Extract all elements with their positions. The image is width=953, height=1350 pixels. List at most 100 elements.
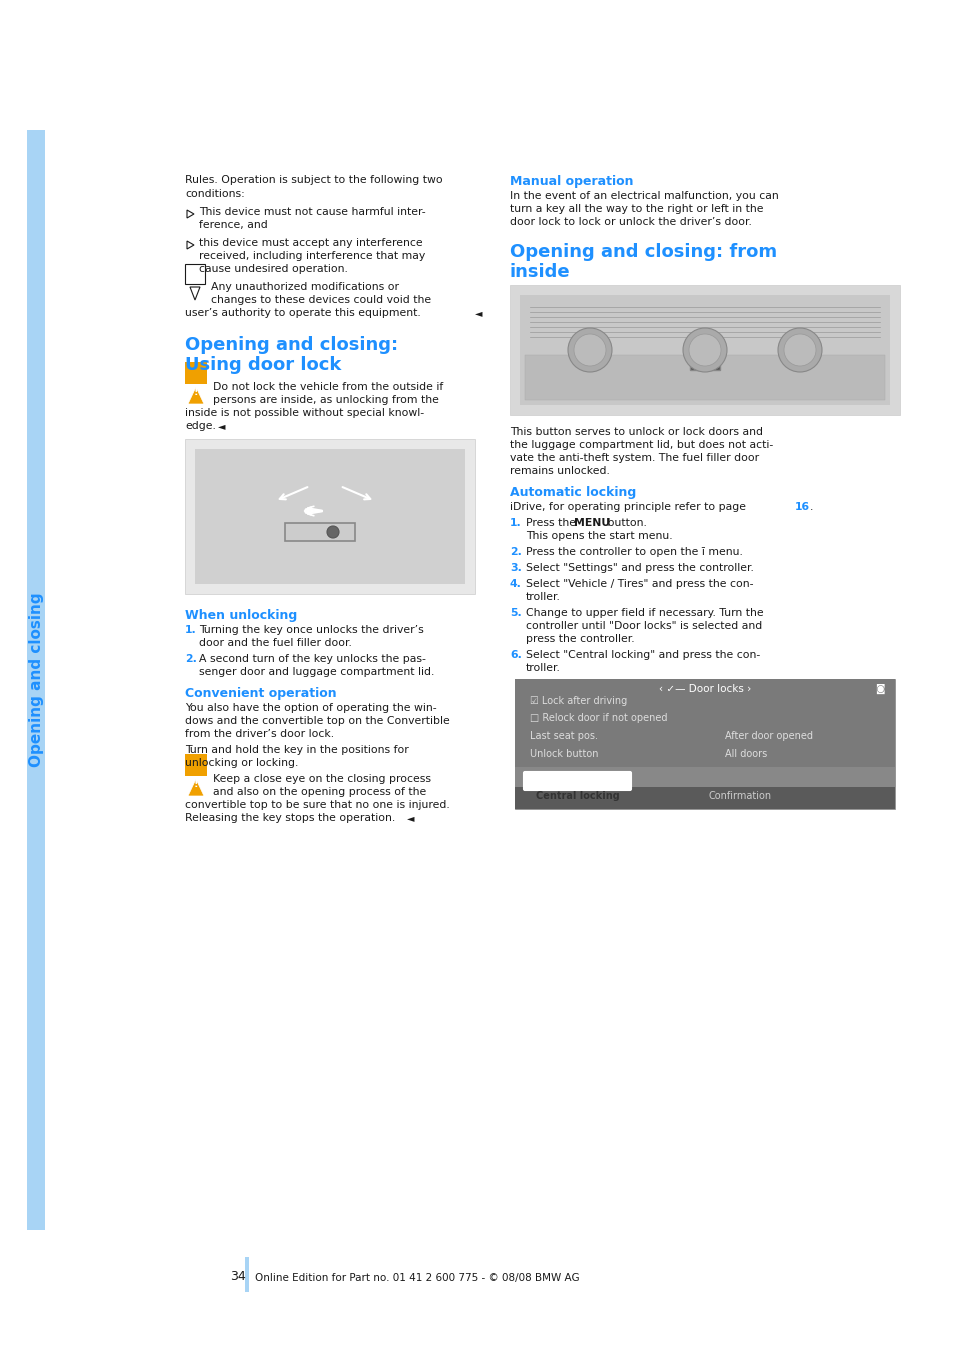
Text: Do not lock the vehicle from the outside if: Do not lock the vehicle from the outside… (213, 382, 443, 391)
Text: conditions:: conditions: (185, 189, 245, 198)
Text: door and the fuel filler door.: door and the fuel filler door. (199, 639, 352, 648)
Text: persons are inside, as unlocking from the: persons are inside, as unlocking from th… (213, 396, 438, 405)
Text: ◙: ◙ (874, 684, 883, 694)
FancyBboxPatch shape (523, 772, 630, 790)
Text: All doors: All doors (724, 749, 766, 759)
Text: 3.: 3. (510, 563, 521, 572)
Bar (515, 787, 894, 809)
Bar (515, 679, 894, 809)
Text: Opening and closing:: Opening and closing: (185, 336, 397, 354)
Text: vate the anti-theft system. The fuel filler door: vate the anti-theft system. The fuel fil… (510, 454, 759, 463)
Circle shape (682, 328, 726, 373)
Text: inside: inside (510, 263, 570, 281)
Bar (519, 296, 889, 405)
Text: troller.: troller. (525, 663, 560, 674)
Text: Last seat pos.: Last seat pos. (530, 730, 598, 741)
Text: This device must not cause harmful inter-: This device must not cause harmful inter… (199, 207, 425, 217)
Text: You also have the option of operating the win-: You also have the option of operating th… (185, 703, 436, 713)
Text: Rules. Operation is subject to the following two: Rules. Operation is subject to the follo… (185, 176, 442, 185)
Text: Convenient operation: Convenient operation (185, 687, 336, 701)
Text: changes to these devices could void the: changes to these devices could void the (211, 296, 431, 305)
Bar (194, 450, 464, 585)
Circle shape (688, 333, 720, 366)
Text: and also on the opening process of the: and also on the opening process of the (213, 787, 426, 796)
Text: .: . (809, 502, 813, 512)
Text: Automatic locking: Automatic locking (510, 486, 636, 500)
Text: 2.: 2. (510, 547, 521, 558)
Bar (185, 265, 205, 284)
Text: from the driver’s door lock.: from the driver’s door lock. (185, 729, 334, 738)
Text: A second turn of the key unlocks the pas-: A second turn of the key unlocks the pas… (199, 653, 425, 664)
Text: ◄: ◄ (475, 308, 482, 319)
Text: Turn and hold the key in the positions for: Turn and hold the key in the positions f… (185, 745, 408, 755)
Text: 34: 34 (230, 1270, 246, 1282)
Text: Any unauthorized modifications or: Any unauthorized modifications or (211, 282, 398, 292)
Text: Releasing the key stops the operation.: Releasing the key stops the operation. (185, 813, 395, 823)
Text: □ Relock door if not opened: □ Relock door if not opened (530, 713, 667, 724)
Text: ☑ Lock after driving: ☑ Lock after driving (530, 697, 626, 706)
Text: cause undesired operation.: cause undesired operation. (199, 265, 348, 274)
Bar (185, 439, 475, 594)
Bar (185, 362, 207, 383)
Text: 5.: 5. (510, 608, 521, 618)
Text: 6.: 6. (510, 649, 521, 660)
Text: This opens the start menu.: This opens the start menu. (525, 531, 672, 541)
Text: Keep a close eye on the closing process: Keep a close eye on the closing process (213, 774, 431, 784)
Text: edge.: edge. (185, 421, 215, 431)
Text: Select "Vehicle / Tires" and press the con-: Select "Vehicle / Tires" and press the c… (525, 579, 753, 589)
Text: Using door lock: Using door lock (185, 356, 341, 374)
Text: convertible top to be sure that no one is injured.: convertible top to be sure that no one i… (185, 801, 449, 810)
Text: controller until "Door locks" is selected and: controller until "Door locks" is selecte… (525, 621, 761, 630)
Text: press the controller.: press the controller. (525, 634, 634, 644)
Text: When unlocking: When unlocking (185, 609, 297, 622)
Text: this device must accept any interference: this device must accept any interference (199, 238, 422, 248)
Text: ◄: ◄ (218, 421, 225, 431)
Text: Opening and closing: Opening and closing (29, 593, 44, 767)
Text: the luggage compartment lid, but does not acti-: the luggage compartment lid, but does no… (510, 440, 773, 450)
Bar (515, 767, 894, 787)
Text: !: ! (193, 387, 198, 397)
Text: Press the controller to open the ī menu.: Press the controller to open the ī menu. (525, 547, 742, 558)
Text: remains unlocked.: remains unlocked. (510, 466, 609, 477)
Text: Manual operation: Manual operation (510, 176, 633, 188)
Text: ‹ ✓— Door locks ›: ‹ ✓— Door locks › (659, 684, 750, 694)
Text: Select "Central locking" and press the con-: Select "Central locking" and press the c… (525, 649, 760, 660)
Bar (524, 355, 884, 400)
Bar (185, 755, 207, 776)
Text: Central locking: Central locking (536, 791, 619, 801)
Text: iDrive, for operating principle refer to page: iDrive, for operating principle refer to… (510, 502, 749, 512)
Bar (510, 285, 899, 414)
Bar (285, 522, 355, 541)
Text: MENU: MENU (574, 518, 610, 528)
Circle shape (327, 526, 338, 539)
Bar (27, 130, 45, 1230)
Text: !: ! (193, 779, 198, 788)
Text: received, including interference that may: received, including interference that ma… (199, 251, 425, 261)
Polygon shape (188, 779, 204, 796)
Text: door lock to lock or unlock the driver’s door.: door lock to lock or unlock the driver’s… (510, 217, 751, 227)
Circle shape (783, 333, 815, 366)
Text: ◄: ◄ (407, 813, 414, 823)
Bar (689, 340, 720, 370)
Text: dows and the convertible top on the Convertible: dows and the convertible top on the Conv… (185, 716, 449, 726)
Text: In the event of an electrical malfunction, you can: In the event of an electrical malfunctio… (510, 190, 778, 201)
Text: user’s authority to operate this equipment.: user’s authority to operate this equipme… (185, 308, 420, 319)
Text: inside is not possible without special knowl-: inside is not possible without special k… (185, 408, 424, 418)
Text: 4.: 4. (510, 579, 521, 589)
Text: ference, and: ference, and (199, 220, 268, 230)
Text: ▲: ▲ (701, 351, 707, 359)
Text: Select "Settings" and press the controller.: Select "Settings" and press the controll… (525, 563, 753, 572)
Text: After door opened: After door opened (724, 730, 812, 741)
Bar (245, 1257, 249, 1292)
Circle shape (574, 333, 605, 366)
Circle shape (778, 328, 821, 373)
Text: Confirmation: Confirmation (708, 791, 771, 801)
Text: 2.: 2. (185, 653, 196, 664)
Text: 1.: 1. (185, 625, 196, 634)
Text: Opening and closing: from: Opening and closing: from (510, 243, 777, 261)
Text: Change to upper field if necessary. Turn the: Change to upper field if necessary. Turn… (525, 608, 762, 618)
Text: turn a key all the way to the right or left in the: turn a key all the way to the right or l… (510, 204, 762, 215)
Text: Press the: Press the (525, 518, 578, 528)
Text: 16: 16 (794, 502, 809, 512)
Bar (515, 679, 894, 767)
